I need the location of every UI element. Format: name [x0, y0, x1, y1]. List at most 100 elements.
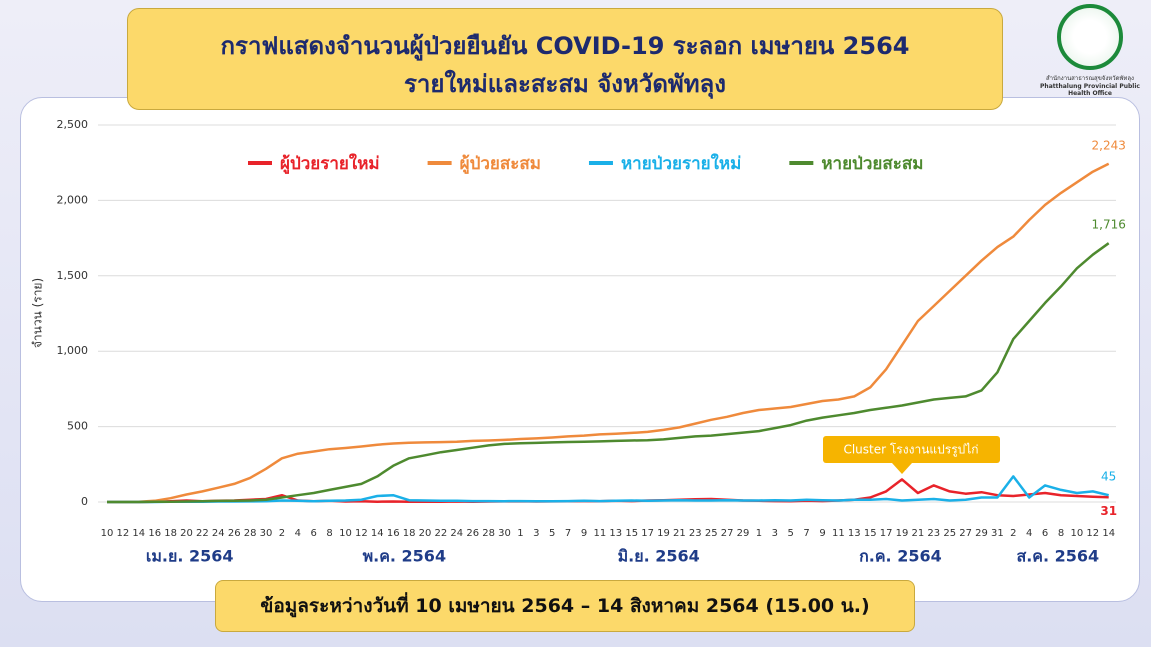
- x-tick-label: 19: [896, 528, 909, 539]
- x-tick-label: 26: [228, 528, 241, 539]
- x-tick-label: 21: [912, 528, 925, 539]
- x-tick-label: 30: [260, 528, 273, 539]
- month-label: ก.ค. 2564: [859, 547, 942, 566]
- x-tick-label: 1: [756, 528, 762, 539]
- x-tick-label: 25: [705, 528, 718, 539]
- x-tick-label: 7: [565, 528, 571, 539]
- x-tick-label: 29: [737, 528, 750, 539]
- x-tick-label: 26: [466, 528, 479, 539]
- annotation-box: [823, 436, 1000, 463]
- x-tick-label: 25: [943, 528, 956, 539]
- x-tick-label: 9: [581, 528, 587, 539]
- x-tick-label: 15: [625, 528, 638, 539]
- x-tick-label: 11: [594, 528, 607, 539]
- series-line: [107, 475, 1109, 504]
- x-tick-label: 23: [927, 528, 940, 539]
- x-tick-label: 30: [498, 528, 511, 539]
- end-value-label: 1,716: [1092, 218, 1126, 232]
- x-tick-label: 3: [533, 528, 539, 539]
- end-value-label: 2,243: [1092, 138, 1126, 152]
- month-label: พ.ค. 2564: [363, 547, 447, 566]
- x-tick-label: 12: [355, 528, 368, 539]
- y-tick-label: 0: [81, 495, 88, 508]
- y-tick-label: 2,500: [57, 118, 89, 131]
- x-tick-label: 20: [419, 528, 432, 539]
- x-tick-label: 10: [101, 528, 114, 539]
- x-tick-label: 24: [450, 528, 463, 539]
- chart-panel: [20, 97, 1140, 602]
- x-tick-label: 27: [721, 528, 734, 539]
- legend-label: ผู้ป่วยสะสม: [460, 154, 541, 175]
- y-tick-label: 1,000: [57, 344, 89, 357]
- x-tick-label: 2: [279, 528, 285, 539]
- title-box: กราฟแสดงจำนวนผู้ป่วยยืนยัน COVID-19 ระลอ…: [127, 8, 1003, 110]
- x-tick-label: 20: [180, 528, 193, 539]
- x-tick-label: 5: [549, 528, 555, 539]
- x-tick-label: 2: [1010, 528, 1016, 539]
- org-english: Phatthalung Provincial Public Health Off…: [1040, 83, 1140, 97]
- x-tick-label: 17: [880, 528, 893, 539]
- x-tick-label: 4: [295, 528, 301, 539]
- x-tick-label: 28: [482, 528, 495, 539]
- month-label: เม.ย. 2564: [146, 547, 234, 566]
- note: ข้อมูลระหว่างวันที่ 10 เมษายน 2564 – 14 …: [215, 580, 915, 632]
- legend-label: หายป่วยสะสม: [821, 154, 923, 174]
- x-tick-label: 7: [803, 528, 809, 539]
- y-tick-label: 2,000: [57, 193, 89, 206]
- x-tick-label: 22: [196, 528, 209, 539]
- y-tick-label: 500: [67, 420, 88, 433]
- y-axis-label: จำนวน (ราย): [31, 278, 45, 348]
- series-line: [107, 242, 1110, 504]
- x-tick-label: 28: [244, 528, 257, 539]
- x-tick-label: 27: [959, 528, 972, 539]
- x-tick-label: 13: [848, 528, 861, 539]
- x-tick-label: 18: [403, 528, 416, 539]
- legend-label: หายป่วยรายใหม่: [621, 153, 741, 174]
- logo: สำนักงานสาธารณสุขจังหวัดพัทลุง Phatthalu…: [1030, 4, 1150, 97]
- series-line: [107, 162, 1110, 504]
- x-tick-label: 21: [673, 528, 686, 539]
- x-tick-label: 10: [1071, 528, 1084, 539]
- series-line: [107, 478, 1109, 504]
- annotation-arrow: [892, 463, 912, 474]
- end-value-label: 31: [1100, 504, 1117, 518]
- x-tick-label: 6: [311, 528, 317, 539]
- legend: ผู้ป่วยรายใหม่ ผู้ป่วยสะสม หายป่วยรายใหม่ ห…: [248, 153, 923, 175]
- x-tick-label: 13: [609, 528, 622, 539]
- x-tick-label: 31: [991, 528, 1004, 539]
- end-value-label: 45: [1101, 470, 1116, 484]
- chart-title: กราฟแสดงจำนวนผู้ป่วยยืนยัน COVID-19 ระลอ…: [220, 32, 910, 60]
- x-tick-label: 14: [132, 528, 145, 539]
- annotation-text: Cluster โรงงานแปรรูปไก่: [843, 443, 978, 458]
- x-tick-label: 1: [517, 528, 523, 539]
- x-tick-label: 22: [435, 528, 448, 539]
- logo-emblem: [1057, 4, 1123, 70]
- month-label: ส.ค. 2564: [1016, 547, 1099, 566]
- legend-label: ผู้ป่วยรายใหม่: [280, 153, 380, 175]
- x-tick-label: 6: [1042, 528, 1048, 539]
- x-tick-label: 17: [641, 528, 654, 539]
- month-label: มิ.ย. 2564: [618, 547, 700, 566]
- x-tick-label: 16: [148, 528, 161, 539]
- chart-subtitle: รายใหม่และสะสม จังหวัดพัทลุง: [404, 70, 726, 98]
- x-tick-label: 16: [387, 528, 400, 539]
- x-tick-label: 4: [1026, 528, 1032, 539]
- x-tick-label: 12: [117, 528, 130, 539]
- x-tick-label: 18: [164, 528, 177, 539]
- x-tick-label: 24: [212, 528, 225, 539]
- x-tick-label: 14: [371, 528, 384, 539]
- x-tick-label: 11: [832, 528, 845, 539]
- x-tick-label: 12: [1086, 528, 1099, 539]
- x-tick-label: 14: [1102, 528, 1115, 539]
- x-tick-label: 8: [326, 528, 332, 539]
- y-tick-label: 1,500: [57, 269, 89, 282]
- x-tick-label: 29: [975, 528, 988, 539]
- x-tick-label: 8: [1058, 528, 1064, 539]
- x-tick-label: 5: [788, 528, 794, 539]
- org-thai: สำนักงานสาธารณสุขจังหวัดพัทลุง: [1046, 75, 1134, 82]
- x-tick-label: 19: [657, 528, 670, 539]
- x-tick-label: 10: [339, 528, 352, 539]
- x-tick-label: 15: [864, 528, 877, 539]
